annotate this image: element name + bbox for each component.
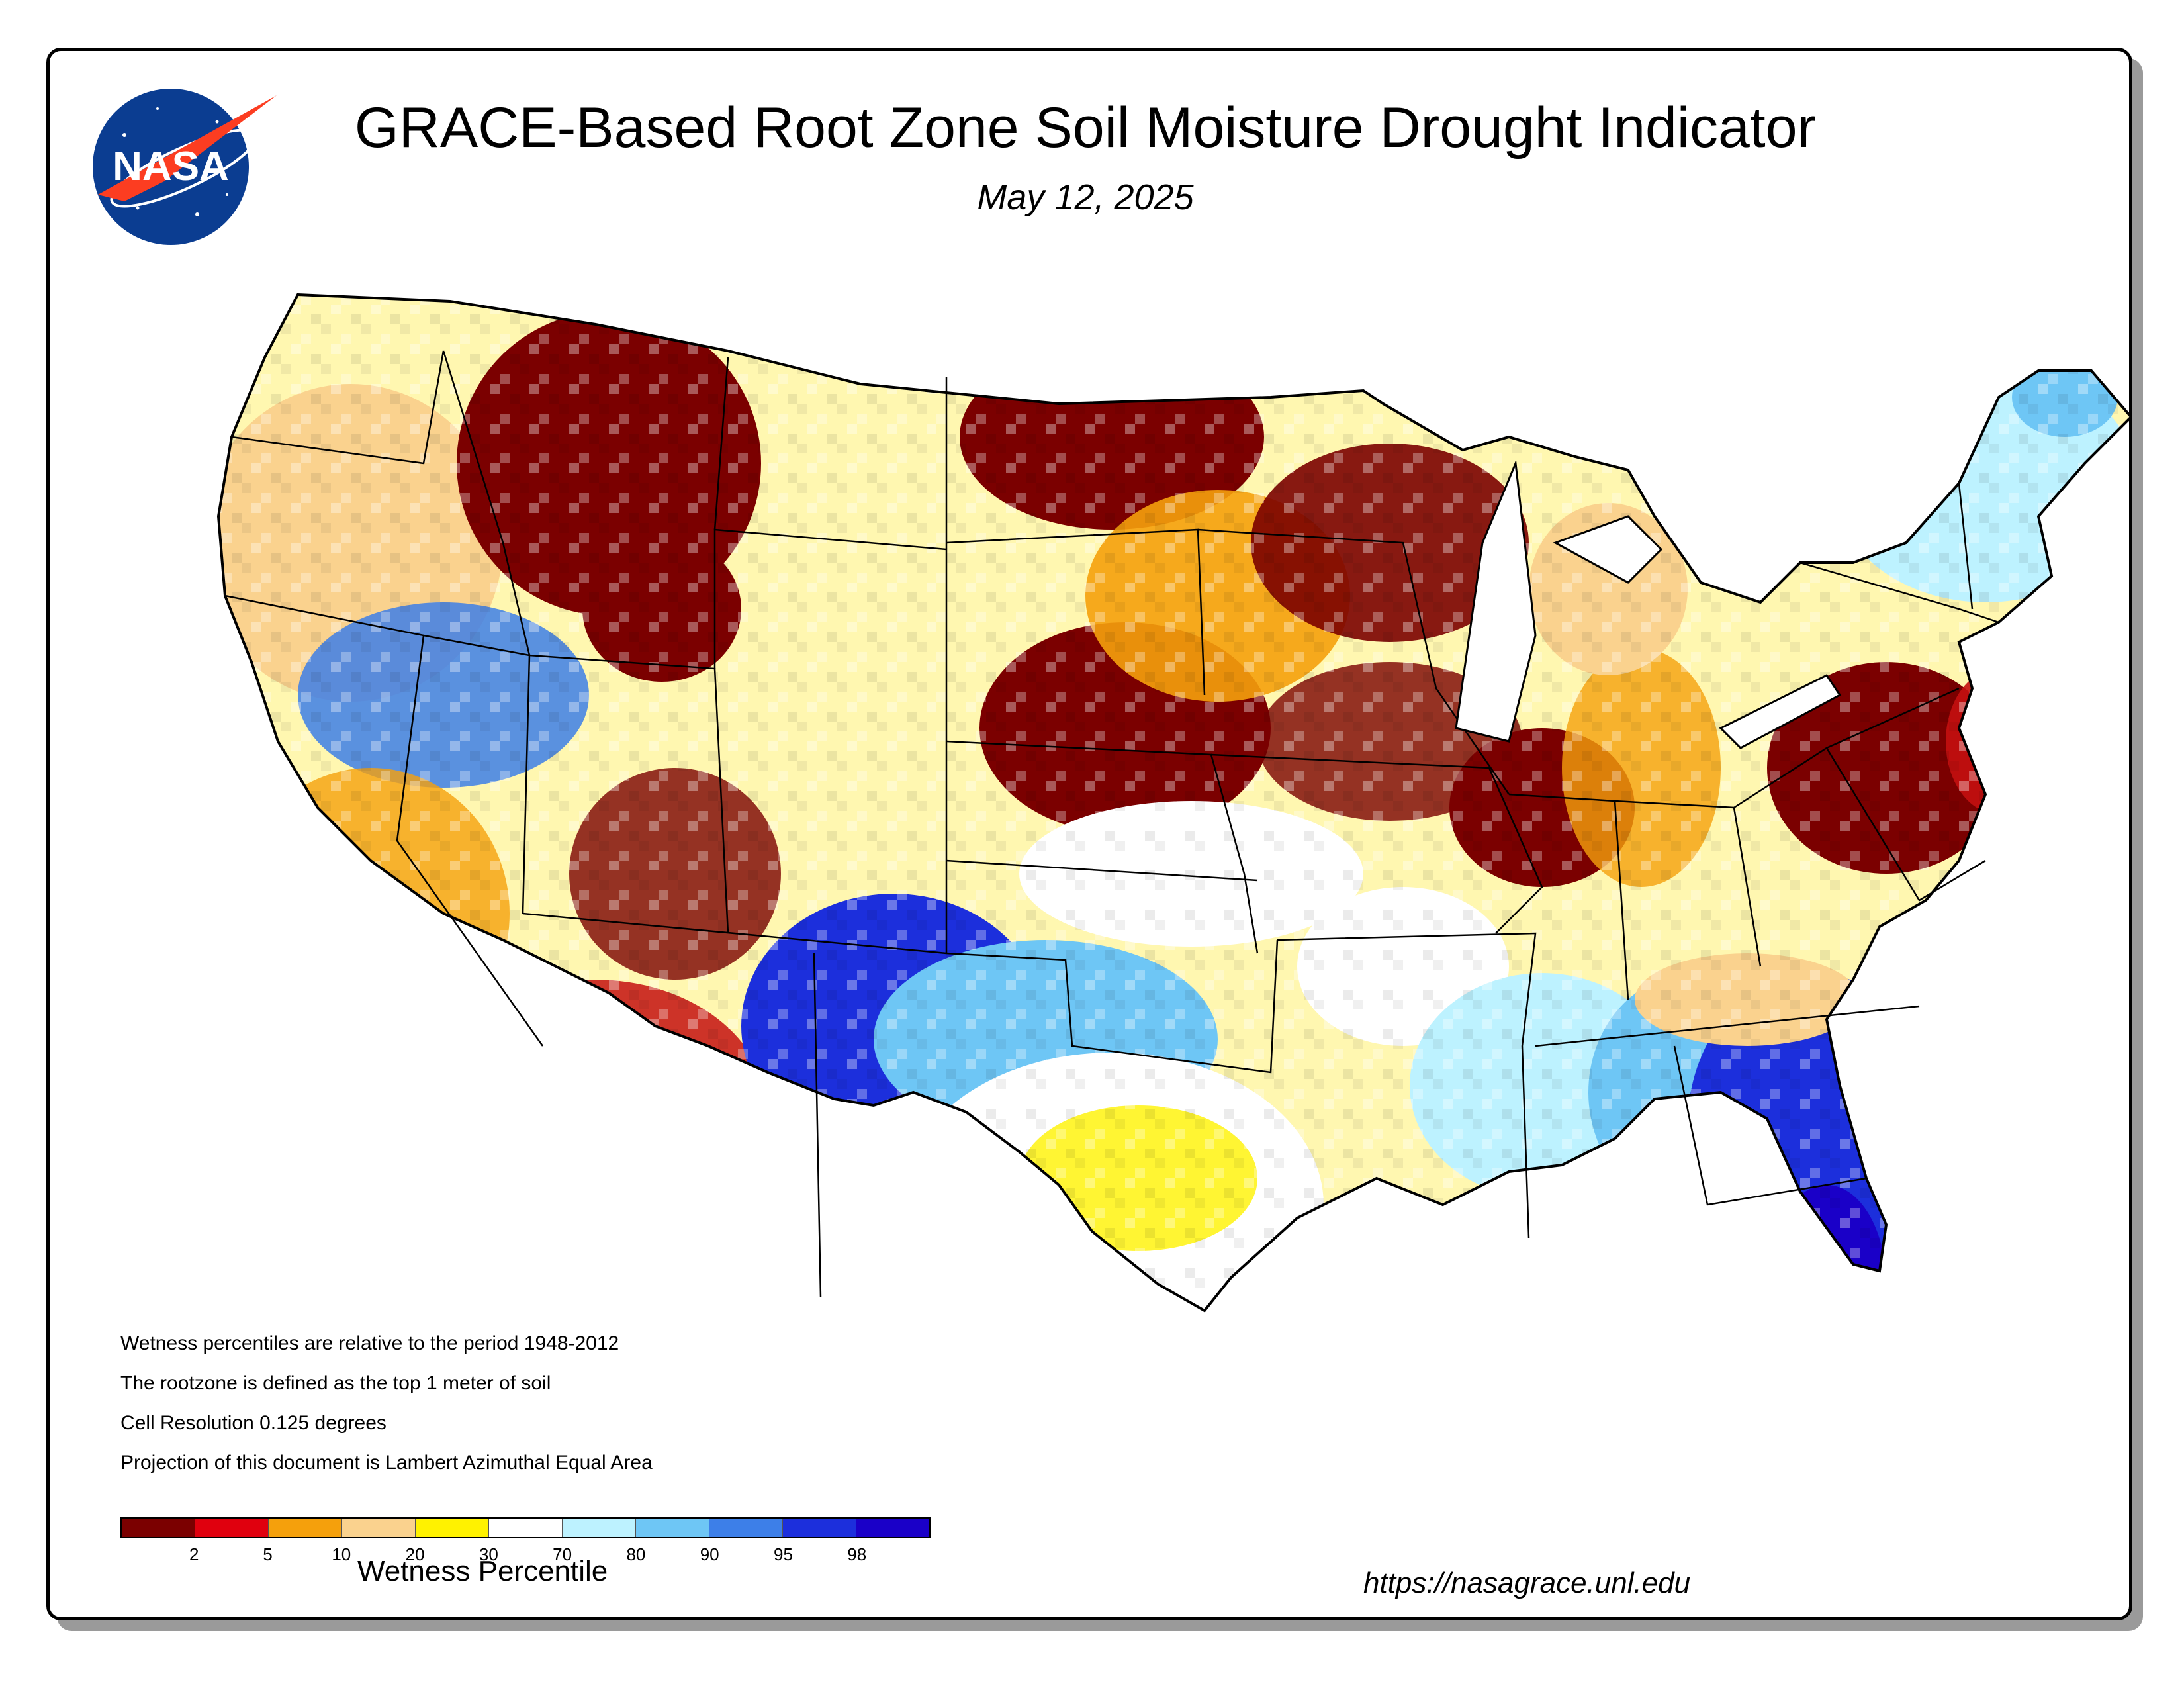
boundary-new-mexico-texas bbox=[813, 953, 822, 1298]
lake-michigan bbox=[1455, 459, 1537, 743]
boundary-new-york bbox=[1799, 561, 1999, 624]
boundary-arkansas bbox=[1277, 932, 1537, 1047]
map-date: May 12, 2025 bbox=[977, 177, 1194, 217]
legend-tick-label: 2 bbox=[189, 1544, 199, 1564]
note-projection: Projection of this document is Lambert A… bbox=[120, 1452, 653, 1474]
drought-map bbox=[217, 293, 2131, 1312]
logo-vector bbox=[98, 95, 277, 201]
boundary-idaho-nevada bbox=[442, 350, 531, 914]
note-rootzone-definition: The rootzone is defined as the top 1 met… bbox=[120, 1372, 551, 1394]
legend-colorbar bbox=[120, 1517, 931, 1538]
boundary-minnesota-iowa bbox=[1197, 528, 1510, 795]
legend-swatch bbox=[489, 1519, 563, 1537]
logo-text: NASA bbox=[113, 144, 229, 189]
boundary-tennessee bbox=[1535, 1005, 1920, 1047]
state-boundaries bbox=[224, 350, 1999, 1298]
source-url[interactable]: https://nasagrace.unl.edu bbox=[1363, 1567, 1691, 1599]
boundary-vermont-new-hampshire bbox=[1958, 483, 1974, 610]
note-cell-resolution: Cell Resolution 0.125 degrees bbox=[120, 1412, 387, 1434]
legend-swatch bbox=[856, 1519, 929, 1537]
legend-tick-label: 80 bbox=[626, 1544, 646, 1564]
legend-swatch bbox=[342, 1519, 416, 1537]
map-title: GRACE-Based Root Zone Soil Moisture Drou… bbox=[354, 96, 1817, 160]
legend-tick-label: 30 bbox=[478, 1544, 498, 1564]
logo-orbit bbox=[110, 128, 258, 208]
legend-tick-label: 70 bbox=[553, 1544, 572, 1564]
legend-swatch bbox=[709, 1519, 783, 1537]
lake-erie bbox=[1719, 674, 1842, 749]
legend-tick-label: 10 bbox=[332, 1544, 351, 1564]
boundary-mississippi-alabama bbox=[1521, 1045, 1530, 1239]
legend-swatch bbox=[783, 1519, 856, 1537]
legend-tick-label: 20 bbox=[405, 1544, 425, 1564]
legend-swatch bbox=[195, 1519, 269, 1537]
nasa-logo: NASA bbox=[93, 89, 277, 245]
boundary-wyoming-colorado bbox=[713, 528, 948, 953]
boundary-california-nevada bbox=[396, 635, 544, 1047]
legend-swatch bbox=[636, 1519, 709, 1537]
boundary-nebraska-kansas bbox=[946, 740, 1259, 954]
legend-title: Wetness Percentile bbox=[357, 1555, 608, 1587]
boundary-oklahoma-texas bbox=[946, 939, 1279, 1074]
boundary-kansas-oklahoma bbox=[946, 859, 1258, 882]
legend-tick-label: 5 bbox=[263, 1544, 273, 1564]
logo-stars bbox=[122, 107, 228, 216]
legend-tick-label: 95 bbox=[773, 1544, 793, 1564]
boundary-missouri bbox=[1210, 753, 1543, 934]
boundary-georgia-florida bbox=[1707, 1177, 1867, 1206]
boundary-montana-idaho bbox=[713, 357, 729, 530]
legend-tick-label: 90 bbox=[700, 1544, 719, 1564]
boundary-washington-oregon bbox=[231, 350, 445, 465]
legend-swatch bbox=[122, 1519, 195, 1537]
lake-huron bbox=[1553, 515, 1663, 584]
note-percentile-period: Wetness percentiles are relative to the … bbox=[120, 1333, 619, 1354]
legend-swatch bbox=[269, 1519, 342, 1537]
boundary-four-corners-latitude bbox=[522, 912, 947, 955]
legend-tick-label: 98 bbox=[847, 1544, 867, 1564]
boundary-virginia bbox=[1825, 747, 1986, 902]
boundary-alabama-georgia bbox=[1673, 1045, 1709, 1205]
legend-swatch bbox=[416, 1519, 489, 1537]
west-texas-dry-field bbox=[781, 1192, 940, 1311]
legend: 2 5 10 20 30 70 80 90 95 98 bbox=[120, 1517, 931, 1597]
legend-swatch bbox=[563, 1519, 636, 1537]
